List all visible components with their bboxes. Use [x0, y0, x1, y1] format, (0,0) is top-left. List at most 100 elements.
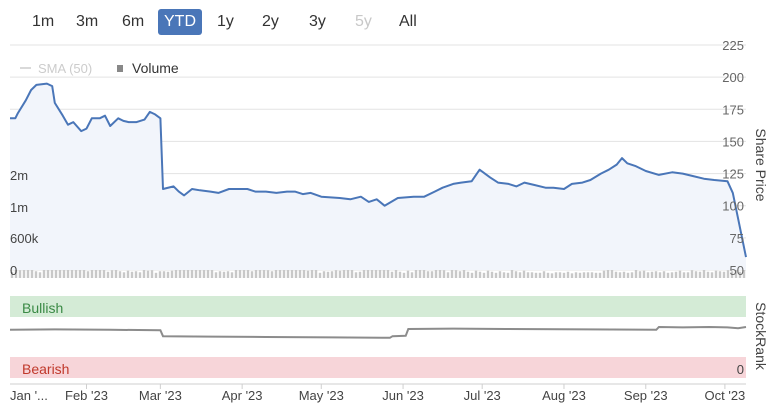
volume-bar	[646, 272, 650, 278]
volume-bar	[474, 270, 478, 278]
volume-bar	[578, 272, 582, 278]
volume-bar	[254, 269, 258, 278]
volume-axis-ticks: 2m 1m 600k 0	[10, 168, 39, 278]
range-button-3m[interactable]: 3m	[70, 9, 104, 35]
volume-bar	[370, 269, 374, 278]
volume-bar	[154, 272, 158, 278]
price-tick: 150	[722, 134, 744, 149]
range-button-1y[interactable]: 1y	[211, 9, 240, 35]
volume-bar	[666, 272, 670, 278]
x-tick-label: Oct '23	[705, 388, 746, 403]
volume-bar	[74, 266, 78, 278]
volume-bar	[226, 271, 230, 278]
volume-bar	[282, 265, 286, 278]
volume-bar	[270, 271, 274, 278]
volume-bar	[378, 269, 382, 278]
range-button-3y[interactable]: 3y	[303, 9, 332, 35]
volume-bar	[626, 272, 630, 278]
volume-bar	[242, 267, 246, 278]
x-tick-label: Jan '...	[10, 388, 48, 403]
volume-bar	[566, 271, 570, 278]
volume-bar	[470, 272, 474, 278]
volume-bar	[586, 272, 590, 278]
volume-bar	[630, 272, 634, 278]
bullish-label: Bullish	[22, 300, 63, 316]
volume-bar	[158, 271, 162, 278]
range-selector: 1m 3m 6m YTD 1y 2y 3y 5y All	[0, 0, 780, 40]
volume-bar	[170, 270, 174, 278]
volume-bar	[422, 265, 426, 278]
volume-bar	[146, 270, 150, 278]
volume-bar	[554, 272, 558, 278]
volume-bar	[130, 271, 134, 278]
volume-tick: 1m	[10, 200, 28, 215]
volume-bar	[218, 271, 222, 278]
legend-volume[interactable]: Volume	[132, 60, 179, 76]
volume-bar	[498, 271, 502, 278]
volume-bar	[562, 272, 566, 278]
x-tick-label: Aug '23	[542, 388, 586, 403]
volume-bar	[726, 270, 730, 278]
volume-bar	[606, 266, 610, 278]
price-tick: 125	[722, 167, 744, 182]
volume-bar	[394, 268, 398, 278]
volume-bar	[662, 271, 666, 278]
volume-bar	[330, 271, 334, 278]
volume-bar	[210, 266, 214, 278]
volume-bar	[442, 270, 446, 278]
volume-bar	[434, 269, 438, 278]
legend: SMA (50) Volume	[20, 60, 179, 76]
price-tick: 50	[730, 263, 744, 278]
volume-bar	[674, 271, 678, 278]
x-tick-label: Mar '23	[139, 388, 182, 403]
range-button-6m[interactable]: 6m	[116, 9, 150, 35]
volume-bar	[382, 262, 386, 278]
volume-bar	[678, 270, 682, 278]
volume-bar	[542, 271, 546, 278]
volume-bar	[58, 262, 62, 278]
volume-bar	[194, 262, 198, 278]
volume-bar	[250, 271, 254, 278]
volume-bar	[362, 267, 366, 278]
volume-bar	[258, 266, 262, 278]
bearish-band	[10, 357, 746, 378]
range-button-5y: 5y	[349, 9, 378, 35]
volume-bar	[506, 272, 510, 278]
range-button-all[interactable]: All	[393, 9, 423, 35]
volume-bar	[538, 272, 542, 278]
price-axis-label: Share Price	[753, 128, 769, 201]
volume-bar	[486, 270, 490, 278]
x-axis: Jan '... Feb '23 Mar '23 Apr '23 May '23…	[10, 383, 746, 403]
volume-bar	[262, 268, 266, 278]
volume-bar	[134, 271, 138, 278]
bearish-label: Bearish	[22, 361, 69, 377]
volume-bar	[266, 270, 270, 278]
volume-bar	[694, 271, 698, 278]
volume-bar	[70, 266, 74, 278]
volume-bar	[686, 272, 690, 278]
volume-bar	[302, 269, 306, 278]
volume-bar	[702, 269, 706, 278]
volume-bar	[306, 270, 310, 278]
volume-bar	[602, 270, 606, 278]
volume-bar	[246, 268, 250, 278]
price-tick: 200	[722, 70, 744, 85]
x-tick-label: Jun '23	[382, 388, 424, 403]
volume-bar	[294, 267, 298, 278]
range-button-ytd[interactable]: YTD	[158, 9, 202, 35]
x-tick-label: Apr '23	[222, 388, 263, 403]
volume-bar	[494, 272, 498, 278]
volume-bar	[570, 273, 574, 278]
price-area	[10, 83, 746, 270]
volume-bar	[138, 272, 142, 278]
volume-bar	[166, 271, 170, 278]
volume-bar	[722, 271, 726, 278]
stockrank-tick: 0	[737, 362, 744, 377]
volume-bar	[22, 262, 26, 278]
volume-bar	[82, 269, 86, 278]
range-button-1m[interactable]: 1m	[26, 9, 60, 35]
legend-sma[interactable]: SMA (50)	[38, 61, 92, 76]
range-button-2y[interactable]: 2y	[256, 9, 285, 35]
volume-bar	[390, 271, 394, 278]
